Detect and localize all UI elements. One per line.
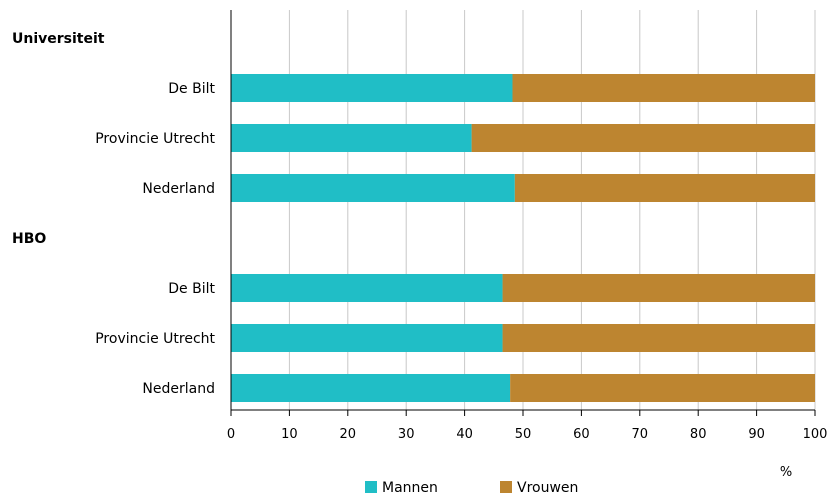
- category-label: Provincie Utrecht: [95, 331, 215, 347]
- x-tick-label: 50: [515, 427, 532, 442]
- legend: Mannen Vrouwen: [365, 480, 578, 496]
- x-tick-label: 40: [456, 427, 473, 442]
- bars: [231, 74, 815, 402]
- x-tick-label: 80: [690, 427, 707, 442]
- bar-mannen-1-2: [231, 374, 511, 402]
- legend-swatch-vrouwen: [500, 481, 512, 493]
- bar-vrouwen-1-1: [502, 324, 815, 352]
- bar-mannen-1-0: [231, 274, 503, 302]
- x-axis-label: %: [780, 465, 792, 480]
- x-tick-label: 0: [227, 427, 235, 442]
- bar-mannen-1-1: [231, 324, 503, 352]
- bar-vrouwen-1-2: [510, 374, 815, 402]
- category-label: Provincie Utrecht: [95, 131, 215, 147]
- category-label: Nederland: [142, 181, 215, 197]
- legend-label-vrouwen: Vrouwen: [517, 480, 578, 496]
- category-labels: Universiteit De Bilt Provincie Utrecht Nede…: [12, 31, 216, 397]
- legend-swatch-mannen: [365, 481, 377, 493]
- x-tick-labels: 0 10 20 30 40 50 60 70 80 90 100: [227, 410, 828, 442]
- bar-vrouwen-0-0: [512, 74, 815, 102]
- group-label: HBO: [12, 231, 46, 247]
- x-tick-label: 70: [632, 427, 649, 442]
- bar-vrouwen-0-1: [471, 124, 815, 152]
- bar-vrouwen-1-0: [502, 274, 815, 302]
- category-label: Nederland: [142, 381, 215, 397]
- x-tick-label: 30: [398, 427, 415, 442]
- bar-mannen-0-2: [231, 174, 515, 202]
- category-label: De Bilt: [168, 81, 215, 97]
- bar-vrouwen-0-2: [514, 174, 815, 202]
- x-tick-label: 90: [748, 427, 765, 442]
- group-label: Universiteit: [12, 31, 105, 47]
- category-label: De Bilt: [168, 281, 215, 297]
- x-tick-label: 20: [340, 427, 357, 442]
- legend-label-mannen: Mannen: [382, 480, 438, 496]
- x-tick-label: 10: [281, 427, 298, 442]
- x-tick-label: 60: [573, 427, 590, 442]
- bar-mannen-0-0: [231, 74, 513, 102]
- bar-mannen-0-1: [231, 124, 472, 152]
- x-tick-label: 100: [803, 427, 828, 442]
